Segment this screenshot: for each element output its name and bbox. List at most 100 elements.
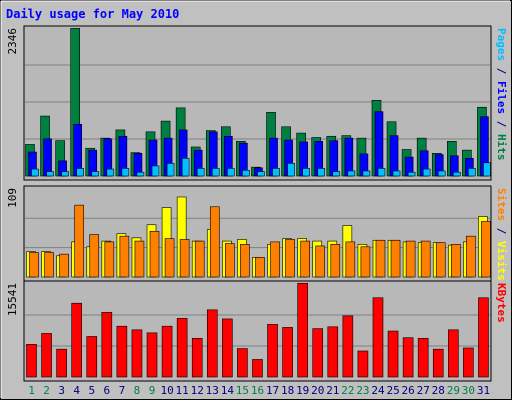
panel-sites-visits-axis-label-part-1: / — [495, 221, 508, 241]
panel-pages-files-hits-axis-label-part-1: / — [495, 61, 508, 81]
panel-kbytes-bar-kbytes-20 — [312, 328, 324, 378]
day-label-17: 17 — [266, 384, 279, 397]
day-label-9: 9 — [149, 384, 156, 397]
panel-pages-files-hits-bar-pages-2 — [46, 171, 54, 177]
day-label-26: 26 — [402, 384, 415, 397]
panel-pages-files-hits-bar-pages-4 — [76, 168, 84, 177]
day-label-5: 5 — [88, 384, 95, 397]
panel-kbytes-bar-kbytes-2 — [41, 333, 52, 378]
panel-pages-files-hits-axis-label: Pages / Files / Hits — [495, 28, 508, 161]
day-label-10: 10 — [160, 384, 173, 397]
day-label-4: 4 — [73, 384, 80, 397]
panel-kbytes-bar-kbytes-19 — [297, 282, 308, 378]
panel-pages-files-hits-bar-pages-28 — [437, 170, 446, 177]
panel-kbytes-bar-kbytes-9 — [146, 332, 158, 378]
panel-kbytes-bar-kbytes-4 — [71, 302, 82, 378]
panel-sites-visits-bar-sites-23 — [360, 246, 371, 278]
panel-sites-visits-bar-sites-28 — [435, 242, 446, 278]
panel-pages-files-hits-bar-files-2 — [43, 138, 52, 177]
day-label-1: 1 — [28, 384, 35, 397]
panel-pages-files-hits-bar-pages-14 — [227, 168, 235, 177]
panel-kbytes-axis-label: KBytes — [495, 283, 508, 323]
day-label-15: 15 — [236, 384, 249, 397]
panel-pages-files-hits-bar-pages-13 — [211, 168, 220, 177]
panel-pages-files-hits-bar-pages-26 — [407, 171, 416, 177]
panel-pages-files-hits-bar-pages-16 — [257, 171, 265, 177]
panel-kbytes-bar-kbytes-3 — [56, 348, 67, 378]
day-label-29: 29 — [447, 384, 460, 397]
panel-sites-visits-axis-label: Sites / Visits — [495, 188, 508, 281]
panel-sites-visits-bar-sites-9 — [149, 230, 160, 278]
panel-kbytes-bar-kbytes-11 — [176, 318, 188, 378]
panel-kbytes-bar-kbytes-6 — [101, 311, 113, 378]
day-label-18: 18 — [281, 384, 294, 397]
panel-pages-files-hits-bar-pages-15 — [242, 170, 250, 177]
panel-sites-visits-bar-sites-2 — [44, 252, 54, 278]
panel-sites-visits-bar-sites-27 — [420, 240, 431, 278]
panel-sites-visits-bar-sites-26 — [405, 240, 416, 278]
panel-pages-files-hits-bar-pages-21 — [332, 171, 341, 177]
day-label-24: 24 — [371, 384, 385, 397]
panel-pages-files-hits-bar-pages-11 — [181, 158, 190, 177]
panel-pages-files-hits-axis-label-part-4: Hits — [495, 134, 508, 161]
panel-sites-visits-bar-sites-11 — [179, 239, 190, 278]
day-label-12: 12 — [191, 384, 204, 397]
panel-pages-files-hits-bar-pages-3 — [61, 171, 69, 177]
panel-pages-files-hits-bar-pages-29 — [453, 171, 461, 177]
panel-sites-visits-bar-sites-30 — [466, 235, 476, 278]
day-label-22: 22 — [341, 384, 354, 397]
panel-kbytes-bar-kbytes-5 — [86, 336, 98, 378]
panel-pages-files-hits-bar-pages-30 — [468, 168, 476, 177]
panel-kbytes-bar-kbytes-7 — [116, 325, 128, 378]
panel-pages-files-hits-bar-files-21 — [329, 140, 339, 177]
day-label-25: 25 — [386, 384, 399, 397]
panel-sites-visits-bar-sites-24 — [375, 239, 386, 278]
panel-sites-visits-bar-sites-8 — [134, 240, 145, 278]
panel-pages-files-hits-bar-pages-9 — [151, 165, 160, 177]
panel-kbytes-bar-kbytes-18 — [282, 327, 293, 378]
panel-sites-visits-bar-sites-29 — [451, 244, 461, 278]
panel-kbytes-bar-kbytes-16 — [252, 359, 263, 378]
panel-pages-files-hits-bar-pages-17 — [272, 168, 280, 177]
panel-pages-files-hits-bar-files-22 — [344, 137, 354, 177]
day-label-21: 21 — [326, 384, 339, 397]
panel-pages-files-hits-bar-pages-25 — [392, 170, 401, 177]
panel-sites-visits-bar-sites-18 — [285, 239, 295, 278]
panel-kbytes-max-label: 15541 — [6, 283, 19, 316]
panel-pages-files-hits-bar-pages-5 — [91, 171, 100, 177]
panel-sites-visits-bar-sites-22 — [345, 241, 356, 278]
day-label-20: 20 — [311, 384, 324, 397]
panel-pages-files-hits-bar-pages-27 — [422, 168, 431, 177]
panel-sites-visits-axis-label-part-2: Visits — [495, 241, 508, 281]
day-label-27: 27 — [417, 384, 430, 397]
day-label-3: 3 — [58, 384, 65, 397]
panel-kbytes-bar-kbytes-22 — [342, 315, 354, 378]
panel-pages-files-hits-bar-pages-10 — [166, 163, 175, 177]
panel-pages-files-hits-bar-files-25 — [389, 135, 399, 177]
panel-kbytes-bar-kbytes-26 — [402, 337, 414, 378]
day-label-11: 11 — [176, 384, 189, 397]
panel-pages-files-hits-axis-label-part-0: Pages — [495, 28, 508, 61]
panel-sites-visits-bar-sites-7 — [119, 235, 130, 278]
panel-pages-files-hits-axis-label-part-3: / — [495, 114, 508, 134]
panel-kbytes-bar-kbytes-30 — [463, 347, 474, 378]
panel-pages-files-hits-bar-pages-8 — [136, 171, 145, 177]
panel-kbytes-bar-kbytes-28 — [432, 348, 444, 378]
panel-sites-visits-bar-sites-31 — [481, 221, 491, 278]
panel-sites-visits-axis-label-part-0: Sites — [495, 188, 508, 221]
panel-pages-files-hits-max-label: 2346 — [6, 28, 19, 55]
panel-sites-visits-bar-sites-15 — [240, 244, 250, 278]
panel-sites-visits-bar-sites-4 — [74, 204, 84, 278]
panel-sites-visits-bar-sites-3 — [59, 253, 69, 278]
panel-kbytes-bar-kbytes-27 — [417, 337, 429, 378]
panel-pages-files-hits-bar-pages-19 — [302, 168, 310, 177]
panel-kbytes-bar-kbytes-15 — [237, 348, 248, 378]
panel-sites-visits-bar-sites-14 — [225, 243, 235, 278]
panel-kbytes-bar-kbytes-23 — [357, 350, 369, 378]
panel-pages-files-hits-bar-pages-23 — [362, 170, 371, 177]
day-label-6: 6 — [104, 384, 111, 397]
panel-kbytes-bar-kbytes-14 — [222, 318, 233, 378]
panel-sites-visits-bar-sites-1 — [29, 252, 39, 278]
day-label-13: 13 — [206, 384, 219, 397]
